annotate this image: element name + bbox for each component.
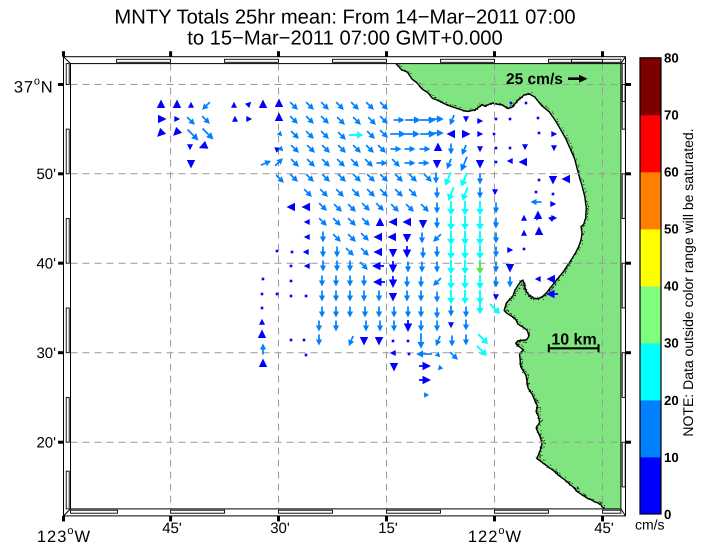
svg-text:50': 50'	[36, 166, 56, 183]
svg-text:30': 30'	[270, 520, 290, 537]
svg-text:to 15−Mar−2011 07:00 GMT+0.000: to 15−Mar−2011 07:00 GMT+0.000	[187, 28, 503, 50]
svg-text:25 cm/s: 25 cm/s	[506, 71, 563, 88]
svg-text:70: 70	[664, 108, 679, 123]
svg-text:cm/s: cm/s	[635, 517, 665, 533]
svg-text:37oN: 37oN	[14, 76, 54, 97]
svg-text:15': 15'	[378, 520, 398, 537]
svg-text:10 km: 10 km	[551, 332, 596, 349]
svg-text:122oW: 122oW	[468, 525, 522, 546]
svg-text:50: 50	[664, 222, 679, 237]
svg-text:45': 45'	[594, 520, 614, 537]
svg-text:80: 80	[664, 51, 679, 66]
svg-text:0: 0	[664, 507, 671, 522]
svg-text:NOTE: Data outside color range: NOTE: Data outside color range will be s…	[680, 128, 696, 436]
svg-text:30': 30'	[36, 345, 56, 362]
svg-text:10: 10	[664, 450, 679, 465]
svg-text:40': 40'	[36, 256, 56, 273]
svg-text:20: 20	[664, 393, 679, 408]
svg-text:30: 30	[664, 336, 679, 351]
svg-text:40: 40	[664, 279, 679, 294]
svg-text:45': 45'	[162, 520, 182, 537]
svg-text:123oW: 123oW	[37, 525, 91, 546]
svg-text:60: 60	[664, 165, 679, 180]
svg-text:20': 20'	[36, 435, 56, 452]
svg-text:MNTY Totals 25hr mean: From 14: MNTY Totals 25hr mean: From 14−Mar−2011 …	[114, 7, 575, 29]
